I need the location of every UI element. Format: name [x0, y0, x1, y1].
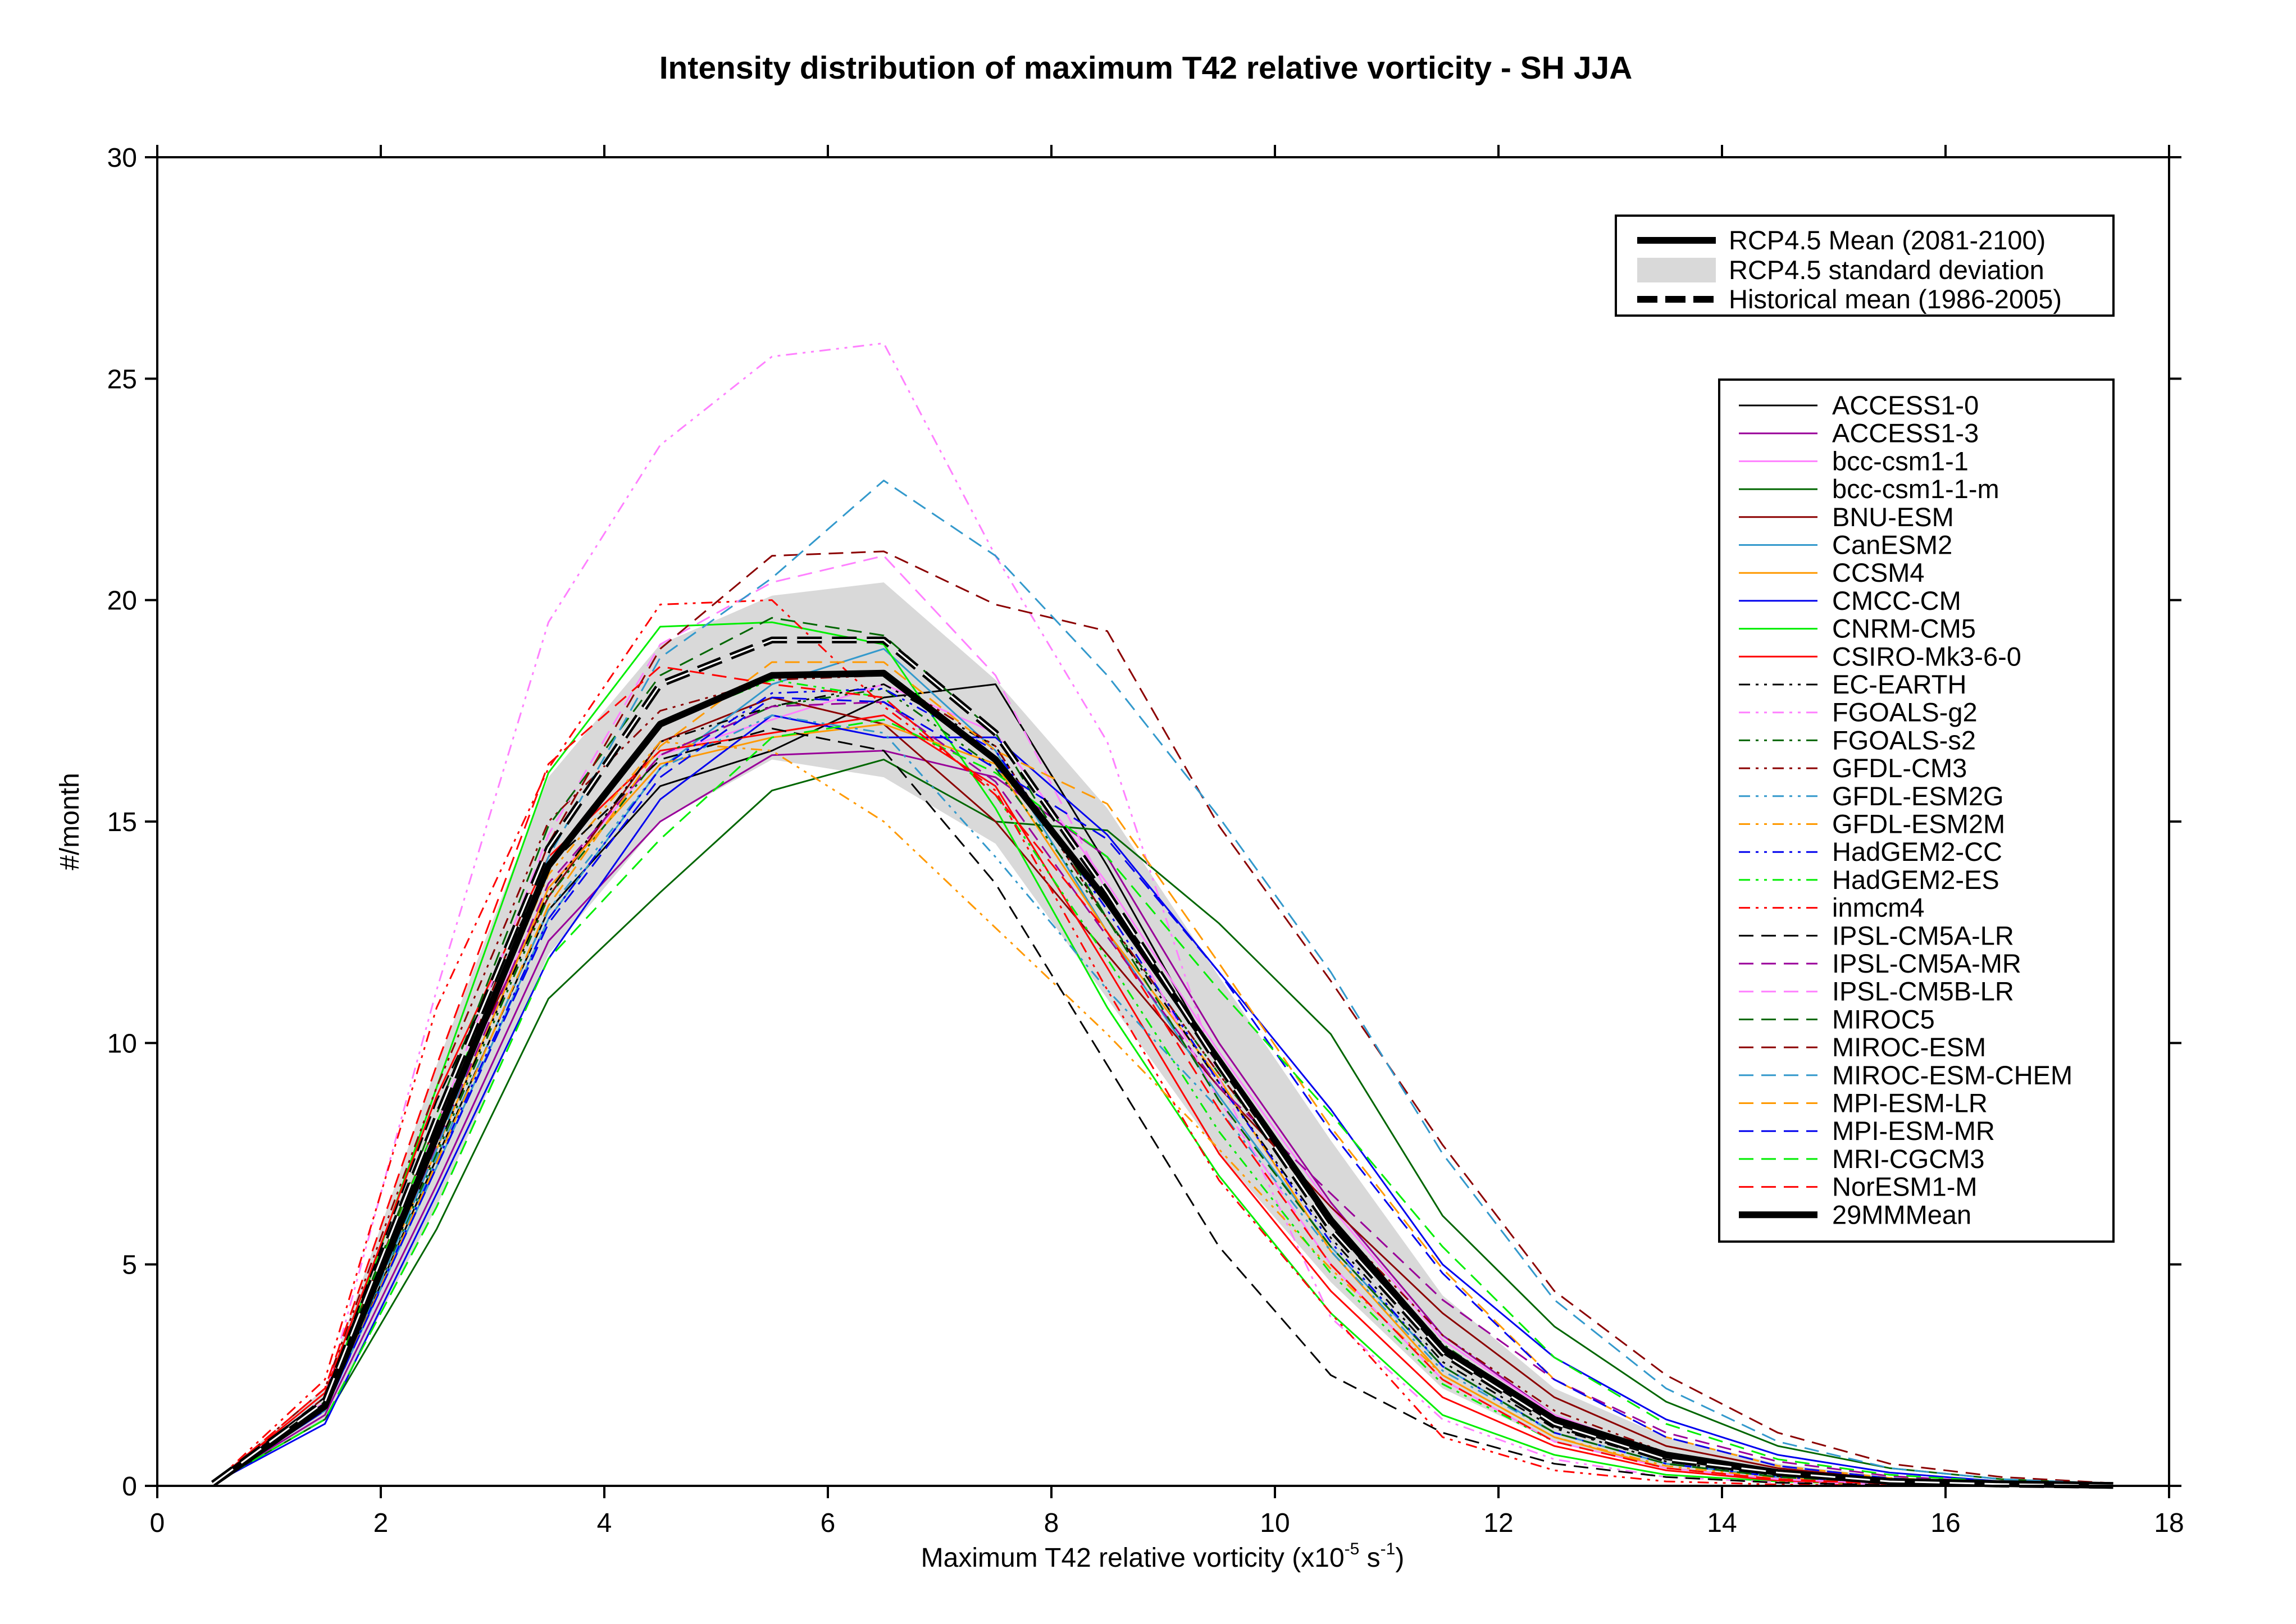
- legend-models: ACCESS1-0ACCESS1-3bcc-csm1-1bcc-csm1-1-m…: [1718, 378, 2115, 1243]
- y-tick-label: 0: [122, 1472, 137, 1502]
- x-tick-label: 16: [1930, 1508, 1960, 1538]
- legend-label-mpi-esm-lr: MPI-ESM-LR: [1832, 1088, 1988, 1118]
- series-line-miroc-esm: [212, 550, 2113, 1485]
- legend-label-access1-0: ACCESS1-0: [1832, 390, 1979, 420]
- legend-label-bcc-csm1-1: bcc-csm1-1: [1832, 446, 1969, 476]
- legend-label-fgoals-g2: FGOALS-g2: [1832, 697, 1978, 727]
- series-line-cmcc-cm: [212, 714, 2113, 1486]
- legend-label-cmcc-cm: CMCC-CM: [1832, 586, 1961, 615]
- x-tick-label: 12: [1483, 1508, 1513, 1538]
- plot-area: [211, 342, 2113, 1489]
- y-axis-label: #/month: [55, 773, 85, 870]
- legend-label-rcp4-5-mean-2081-2100: RCP4.5 Mean (2081-2100): [1729, 225, 2046, 255]
- series-line-bcc-csm1-1-m: [212, 759, 2113, 1485]
- series-line-fgoals-g2: [212, 342, 2113, 1487]
- legend-label-hadgem2-cc: HadGEM2-CC: [1832, 837, 2002, 866]
- legend-label-rcp4-5-standard-deviation: RCP4.5 standard deviation: [1729, 255, 2044, 285]
- series-line-ipsl-cm5b-lr: [212, 555, 2113, 1487]
- legend-label-historical-mean-1986-2005: Historical mean (1986-2005): [1729, 284, 2062, 314]
- x-axis-label: Maximum T42 relative vorticity (x10-5 s-…: [921, 1540, 1405, 1573]
- x-tick-label: 18: [2154, 1508, 2184, 1538]
- legend-label-bcc-csm1-1-m: bcc-csm1-1-m: [1832, 474, 1999, 504]
- std-deviation-band: [213, 582, 2113, 1486]
- legend-label-miroc-esm-chem: MIROC-ESM-CHEM: [1832, 1060, 2072, 1090]
- std-band-layer: [213, 582, 2113, 1486]
- chart-title: Intensity distribution of maximum T42 re…: [659, 50, 1633, 86]
- series-line-miroc5: [212, 617, 2113, 1486]
- series-line-canesm2: [212, 647, 2113, 1486]
- legend-label-gfdl-esm2g: GFDL-ESM2G: [1832, 781, 2004, 811]
- series-line-gfdl-esm2g: [212, 714, 2113, 1486]
- y-tick-label: 30: [107, 143, 137, 173]
- y-tick-label: 10: [107, 1029, 137, 1059]
- x-axis-label-close: ): [1395, 1543, 1404, 1573]
- x-axis-label-unit: s: [1359, 1543, 1380, 1573]
- legend-models-box: [1718, 378, 2115, 1243]
- x-axis-label-main: Maximum T42 relative vorticity (x10: [921, 1543, 1345, 1573]
- x-axis-ticks: 0 2 4 6 8 10 12 14 16 18: [150, 145, 2184, 1538]
- mean-layer: [211, 636, 2113, 1489]
- legend-label-ipsl-cm5a-mr: IPSL-CM5A-MR: [1832, 948, 2021, 978]
- x-axis-label-unit-exponent: -1: [1381, 1540, 1396, 1558]
- series-line-ec-earth: [212, 683, 2113, 1486]
- legend-label-gfdl-esm2m: GFDL-ESM2M: [1832, 809, 2005, 839]
- series-line-historical-mean-highlight: [212, 639, 2113, 1486]
- x-tick-label: 4: [597, 1508, 612, 1538]
- legend-label-fgoals-s2: FGOALS-s2: [1832, 725, 1976, 755]
- legend-label-gfdl-cm3: GFDL-CM3: [1832, 753, 1967, 783]
- x-tick-label: 8: [1044, 1508, 1059, 1538]
- x-tick-label: 10: [1260, 1508, 1290, 1538]
- y-tick-label: 5: [122, 1251, 137, 1280]
- series-line-mri-cgcm3: [212, 719, 2113, 1486]
- y-tick-label: 20: [107, 586, 137, 616]
- x-tick-label: 2: [373, 1508, 389, 1538]
- legend-label-miroc5: MIROC5: [1832, 1004, 1935, 1034]
- y-tick-label: 15: [107, 808, 137, 837]
- legend-label-hadgem2-es: HadGEM2-ES: [1832, 865, 1999, 895]
- legend-label-inmcm4: inmcm4: [1832, 893, 1925, 923]
- legend-label-bnu-esm: BNU-ESM: [1832, 502, 1954, 532]
- series-line-gfdl-esm2m: [212, 741, 2113, 1486]
- x-tick-label: 6: [821, 1508, 836, 1538]
- legend-label-mpi-esm-mr: MPI-ESM-MR: [1832, 1116, 1995, 1146]
- series-line-mpi-esm-mr: [212, 696, 2113, 1486]
- y-tick-label: 25: [107, 364, 137, 394]
- legend-label-miroc-esm: MIROC-ESM: [1832, 1032, 1986, 1062]
- legend-label-ccsm4: CCSM4: [1832, 558, 1925, 587]
- x-tick-label: 14: [1707, 1508, 1737, 1538]
- legend-label-access1-3: ACCESS1-3: [1832, 418, 1979, 448]
- legend-label-csiro-mk3-6-0: CSIRO-Mk3-6-0: [1832, 641, 2021, 671]
- legend-label-ec-earth: EC-EARTH: [1832, 669, 1966, 699]
- x-axis-label-exponent: -5: [1345, 1540, 1360, 1558]
- legend-label-ipsl-cm5b-lr: IPSL-CM5B-LR: [1832, 977, 2014, 1006]
- legend-label-ipsl-cm5a-lr: IPSL-CM5A-LR: [1832, 920, 2014, 950]
- legend-label-mri-cgcm3: MRI-CGCM3: [1832, 1144, 1985, 1174]
- legend-label-noresm1-m: NorESM1-M: [1832, 1172, 1978, 1202]
- legend-means: RCP4.5 Mean (2081-2100)RCP4.5 standard d…: [1615, 215, 2115, 317]
- legend-label-canesm2: CanESM2: [1832, 530, 1952, 560]
- y-axis-ticks: 0 5 10 15 20 25 30: [107, 143, 2181, 1502]
- legend-swatch-std-deviation: [1637, 258, 1716, 282]
- legend-label-29mmmean: 29MMMean: [1832, 1199, 1971, 1229]
- legend-label-cnrm-cm5: CNRM-CM5: [1832, 614, 1976, 644]
- series-line-ipsl-cm5a-mr: [212, 701, 2113, 1486]
- x-tick-label: 0: [150, 1508, 165, 1538]
